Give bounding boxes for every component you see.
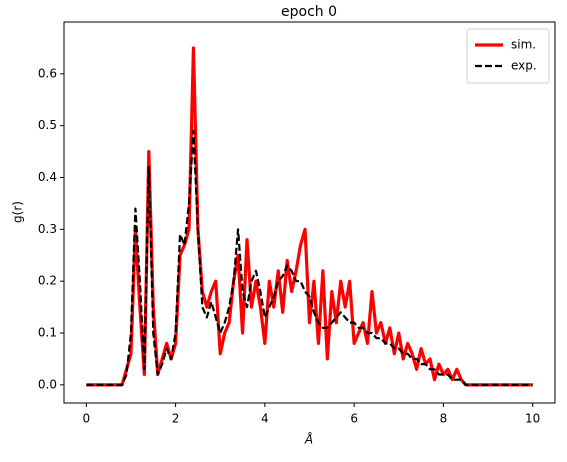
y-tick-label: 0.3	[38, 222, 57, 236]
x-tick-label: 0	[82, 412, 90, 426]
legend-label: sim.	[511, 38, 536, 52]
x-tick-label: 6	[350, 412, 358, 426]
y-tick-label: 0.0	[38, 377, 57, 391]
legend-label: exp.	[511, 59, 537, 73]
chart-title: epoch 0	[281, 4, 337, 20]
plot-frame	[63, 21, 556, 404]
x-tick-label: 4	[261, 412, 269, 426]
legend-box	[466, 28, 550, 84]
y-tick-label: 0.2	[38, 274, 57, 288]
y-tick-label: 0.5	[38, 118, 57, 132]
data-line	[86, 129, 533, 386]
y-tick-label: 0.1	[38, 326, 57, 340]
y-tick-label: 0.4	[38, 170, 57, 184]
y-tick-label: 0.6	[38, 66, 57, 80]
y-axis-label: g(r)	[11, 201, 25, 223]
data-line	[86, 46, 533, 387]
x-axis-label: Å	[304, 432, 313, 447]
x-tick-label: 8	[440, 412, 448, 426]
x-tick-label: 2	[172, 412, 180, 426]
x-tick-label: 10	[525, 412, 540, 426]
